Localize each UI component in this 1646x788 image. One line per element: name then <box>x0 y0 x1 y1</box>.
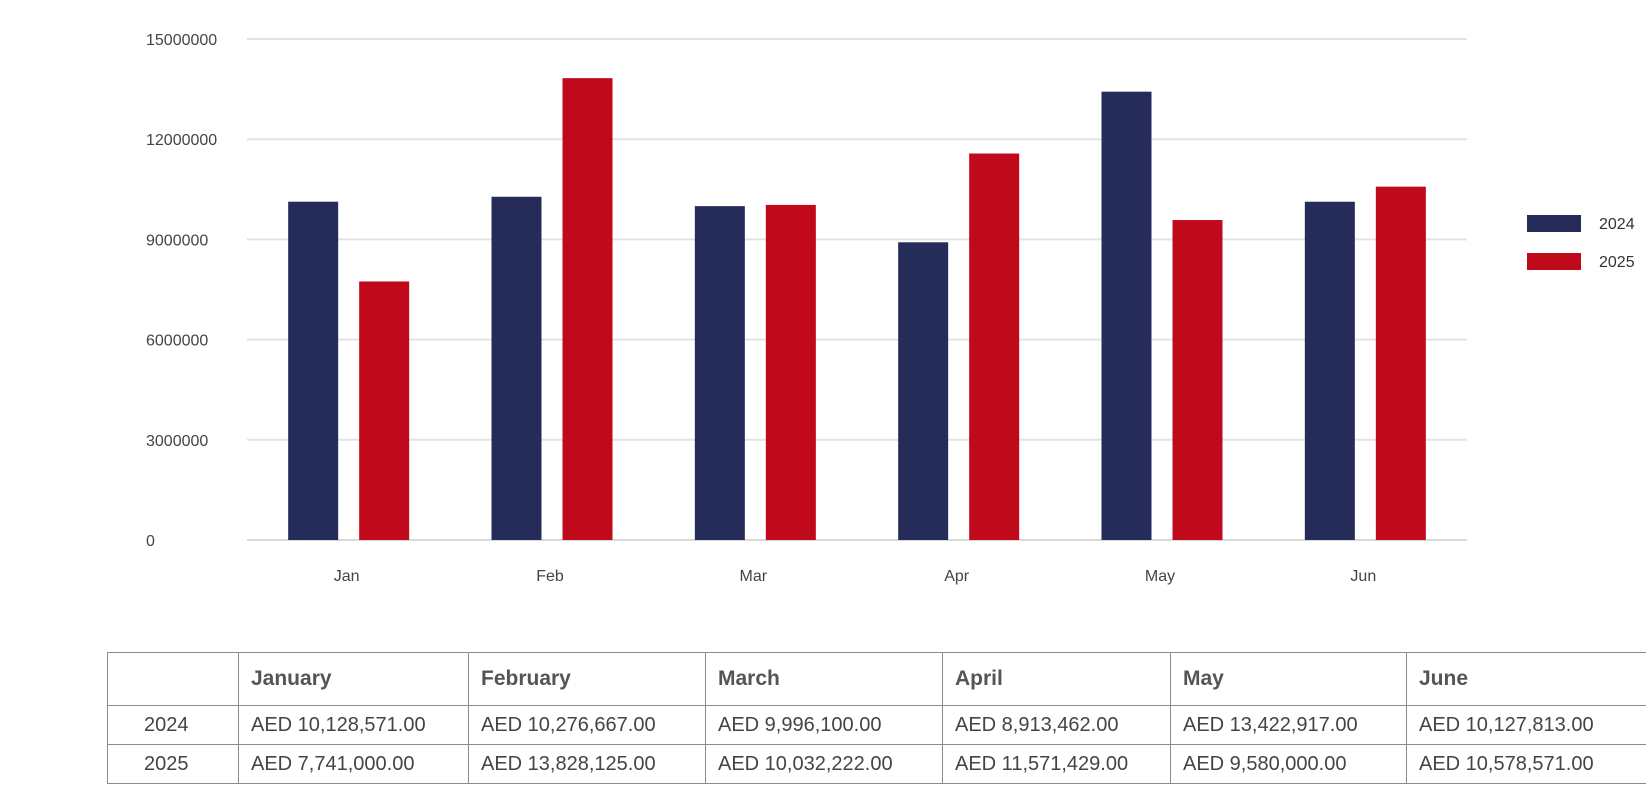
y-tick-label: 3000000 <box>146 433 208 450</box>
y-tick-label: 9000000 <box>146 232 208 249</box>
x-tick-label: Jan <box>334 568 360 585</box>
table-cell: AED 11,571,429.00 <box>942 744 1171 784</box>
legend: 2024 2025 <box>1527 215 1635 271</box>
x-tick-label: Feb <box>536 568 564 585</box>
bar-2024-may <box>1101 91 1152 541</box>
y-tick-label: 6000000 <box>146 333 208 350</box>
table-row: 2025 AED 7,741,000.00 AED 13,828,125.00 … <box>107 744 1646 784</box>
table-cell: AED 10,276,667.00 <box>468 705 706 745</box>
bar-2025-may <box>1172 220 1223 540</box>
y-tick-label: 15000000 <box>146 32 217 49</box>
table-cell: AED 10,127,813.00 <box>1406 705 1646 745</box>
bar-2025-apr <box>969 153 1020 540</box>
column-header: March <box>705 652 943 706</box>
bar-2024-feb <box>491 196 542 540</box>
legend-label: 2024 <box>1599 216 1635 233</box>
bar-chart: 0 3000000 6000000 9000000 12000000 15000000 J… <box>146 32 1635 585</box>
column-header: February <box>468 652 706 706</box>
table-cell: AED 7,741,000.00 <box>238 744 469 784</box>
legend-swatch <box>1527 253 1581 270</box>
column-header: April <box>942 652 1171 706</box>
bar-2025-feb <box>562 78 613 540</box>
x-tick-label: Jun <box>1350 568 1376 585</box>
data-table: January February March April May June 20… <box>107 652 1646 784</box>
x-tick-label: Apr <box>944 568 970 585</box>
table-cell: AED 10,032,222.00 <box>705 744 943 784</box>
table-row: 2024 AED 10,128,571.00 AED 10,276,667.00… <box>107 705 1646 745</box>
y-tick-label: 12000000 <box>146 132 217 149</box>
bar-2025-jan <box>359 281 410 540</box>
bar-2024-mar <box>694 206 745 541</box>
column-header: January <box>238 652 469 706</box>
y-axis-ticks: 0 3000000 6000000 9000000 12000000 15000000 <box>146 32 217 550</box>
y-tick-label: 0 <box>146 533 155 550</box>
column-header: June <box>1406 652 1646 706</box>
table-cell: AED 13,422,917.00 <box>1170 705 1407 745</box>
bar-2024-apr <box>898 242 949 540</box>
x-tick-label: Mar <box>740 568 768 585</box>
column-header: May <box>1170 652 1407 706</box>
table-cell: AED 10,578,571.00 <box>1406 744 1646 784</box>
bar-2025-jun <box>1375 186 1426 541</box>
x-tick-label: May <box>1145 568 1175 585</box>
bar-2024-jun <box>1304 201 1355 540</box>
bars <box>288 78 1426 541</box>
legend-swatch <box>1527 215 1581 232</box>
legend-label: 2025 <box>1599 254 1635 271</box>
table-cell: AED 9,580,000.00 <box>1170 744 1407 784</box>
table-cell: AED 10,128,571.00 <box>238 705 469 745</box>
bar-2024-jan <box>288 201 339 540</box>
table-cell: AED 9,996,100.00 <box>705 705 943 745</box>
table-corner-cell <box>107 652 239 706</box>
table-cell: AED 13,828,125.00 <box>468 744 706 784</box>
gridlines <box>247 38 1467 541</box>
bar-2025-mar <box>765 204 816 541</box>
row-label: 2024 <box>107 705 239 745</box>
table-cell: AED 8,913,462.00 <box>942 705 1171 745</box>
row-label: 2025 <box>107 744 239 784</box>
table-header-row: January February March April May June <box>107 652 1646 706</box>
x-axis-ticks: Jan Feb Mar Apr May Jun <box>334 568 1376 585</box>
